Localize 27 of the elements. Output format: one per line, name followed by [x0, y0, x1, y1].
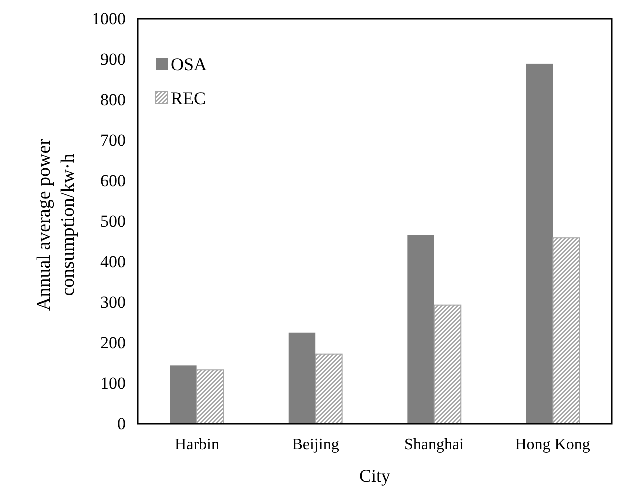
y-tick-label: 300	[100, 292, 126, 312]
bar	[434, 304, 462, 424]
bar	[315, 354, 343, 424]
y-tick-label: 700	[100, 130, 126, 150]
x-tick-label: Harbin	[175, 436, 220, 454]
x-tick-label: Hong Kong	[515, 436, 590, 454]
legend-label: REC	[171, 88, 206, 108]
x-tick-label: Beijing	[292, 436, 340, 454]
bar	[552, 238, 580, 424]
legend-label: OSA	[171, 54, 208, 74]
y-tick-label: 500	[100, 212, 126, 231]
bar	[170, 366, 197, 424]
bar	[288, 332, 316, 424]
y-tick-label: 1000	[92, 9, 126, 28]
y-tick-label: 0	[118, 414, 126, 434]
y-tick-label: 600	[100, 171, 126, 190]
y-tick-label: 900	[100, 50, 126, 69]
x-tick-label: Shanghai	[404, 436, 465, 454]
bar	[196, 370, 224, 424]
y-tick-label: 800	[100, 90, 126, 110]
x-axis-title: City	[359, 466, 391, 486]
y-tick-label: 200	[100, 333, 126, 352]
y-tick-label: 100	[100, 374, 126, 393]
bar	[408, 235, 434, 424]
y-axis-title: Annual average power consumption/kw·h	[34, 138, 79, 311]
y-tick-label: 400	[100, 252, 126, 272]
bar	[526, 64, 554, 424]
